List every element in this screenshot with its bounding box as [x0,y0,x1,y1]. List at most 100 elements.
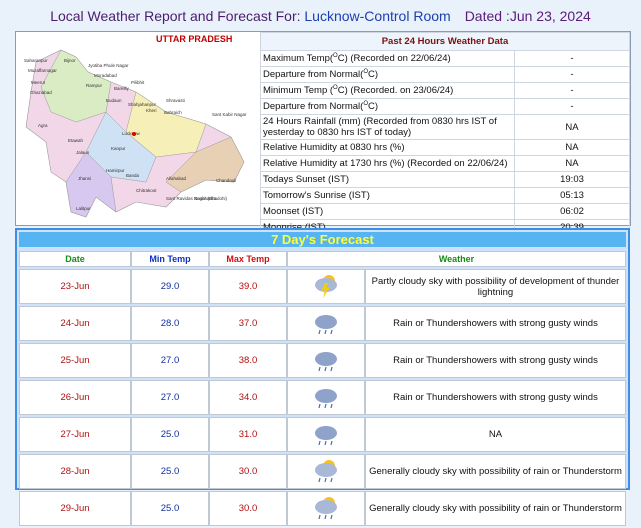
dated: Dated :Jun 23, 2024 [464,8,591,24]
past24-row: Moonset (IST) 06:02 [260,203,630,220]
label-text: Departure from Normal( [263,69,364,81]
date: 27-Jun [19,417,131,452]
map-place: Rampur [86,83,103,88]
label-sup: O [333,84,338,91]
map-place: Meerut [31,80,46,85]
past24-row: Tomorrow's Sunrise (IST) 05:13 [260,187,630,204]
weather-icon [315,275,337,298]
map-place: Jalaun [76,150,90,155]
map-place: Sonbhadra [194,196,217,201]
icon-cloud [315,352,337,366]
date: 23-Jun [19,269,131,304]
map-place: Shahjahanpur [128,102,157,107]
label-text: Departure from Normal( [263,101,364,113]
weather-icon [315,460,337,483]
forecast-box: 7 Day's Forecast Date Min Temp Max Temp … [15,228,630,526]
icon-cell [287,454,365,489]
icon-drop [324,440,327,446]
map-place: Jhansi [78,176,91,181]
past24-value: - [514,66,630,83]
past24-label: Tomorrow's Sunrise (IST) [260,187,515,204]
map-place: Banda [126,173,140,178]
map-place: Jyotiba Phule Nagar [88,63,129,68]
label-text: C) (Recorded. on 23/06/24) [337,85,454,97]
map-place: Kanpur [111,146,126,151]
max-temp: 34.0 [209,380,287,415]
header: Local Weather Report and Forecast For: L… [0,8,641,24]
icon-cell [287,343,365,378]
icon-cell [287,306,365,341]
map-place: Moradabad [94,73,117,78]
label-text: Todays Sunset (IST) [263,174,350,185]
icon-cell [287,491,365,526]
min-temp: 27.0 [131,343,209,378]
past24-value: - [514,50,630,67]
past24-row: Relative Humidity at 1730 hrs (%) (Recor… [260,155,630,172]
icon-cloud [315,315,337,329]
forecast-row: 29-Jun 25.0 30.0 Generally cloudy sky with … [19,491,626,526]
forecast-table: Date Min Temp Max Temp Weather 23-Jun 29.… [19,249,626,528]
past24-value: NA [514,139,630,156]
label-text: Moonset (IST) [263,206,324,217]
past24-label: 24 Hours Rainfall (mm) (Recorded from 08… [260,114,515,140]
map-title: UTTAR PRADESH [156,34,232,44]
weather: Partly cloudy sky with possibility of de… [365,269,626,304]
forecast-row: 24-Jun 28.0 37.0 Rain or Thundershowers wit… [19,306,626,341]
past24-label: Todays Sunset (IST) [260,171,515,188]
weather-icon [315,497,337,520]
icon-drop [318,403,321,409]
col-header: Max Temp [209,251,287,267]
label-text: C) [367,101,379,113]
icon-drop [324,403,327,409]
forecast-row: 28-Jun 25.0 30.0 Generally cloudy sky with … [19,454,626,489]
label-text: C) (Recorded on 22/06/24) [337,53,451,65]
past24-row: 24 Hours Rainfall (mm) (Recorded from 08… [260,114,630,140]
past24-value: 19:03 [514,171,630,188]
map-dot [132,132,136,136]
icon-drop [330,329,333,335]
min-temp: 27.0 [131,380,209,415]
past24-title: Past 24 Hours Weather Data [260,32,630,51]
past24-value: NA [514,114,630,140]
min-temp: 25.0 [131,417,209,452]
weather: Rain or Thundershowers with strong gusty… [365,343,626,378]
map-region [165,136,245,193]
past24-label: Relative Humidity at 1730 hrs (%) (Recor… [260,155,515,172]
forecast-title: 7 Day's Forecast [19,232,626,247]
max-temp: 39.0 [209,269,287,304]
forecast-row: 27-Jun 25.0 31.0 NA [19,417,626,452]
map-place: Lucknow [122,131,141,136]
past24-row: Minimum Temp (OC) (Recorded. on 23/06/24… [260,82,630,99]
label-text: Tomorrow's Sunrise (IST) [263,190,370,201]
page: Local Weather Report and Forecast For: L… [0,8,641,526]
weather-icon [315,426,337,446]
date: 26-Jun [19,380,131,415]
map: UTTAR PRADESH Saharanpur Muzaffarnagar Bij… [24,34,247,218]
map-place: Chitrakoot [136,188,157,193]
weather-icon [315,352,337,372]
past24-value: NA [514,155,630,172]
past24-table: Past 24 Hours Weather Data Maximum Temp(O… [260,32,630,236]
past24-label: Maximum Temp(OC) (Recorded on 22/06/24) [260,50,515,67]
icon-bolt [321,283,330,298]
icon-cell [287,417,365,452]
icon-drop [330,403,333,409]
icon-drop [324,329,327,335]
past24-label: Moonset (IST) [260,203,515,220]
max-temp: 31.0 [209,417,287,452]
icon-drop [318,514,321,520]
col-header: Weather [287,251,626,267]
label-text: Relative Humidity at 1730 hrs (%) (Recor… [263,158,508,169]
past24-row: Maximum Temp(OC) (Recorded on 22/06/24) - [260,50,630,67]
map-place: Sant Kabir Nagar [212,112,247,117]
map-place: Muzaffarnagar [28,68,57,73]
map-place: Allahabad [166,176,187,181]
past24-row: Departure from Normal(OC) - [260,98,630,115]
label-text: Minimum Temp ( [263,85,334,97]
label-sup: O [363,100,368,107]
map-place: Kheri [146,108,157,113]
icon-cloud [315,500,337,514]
map-region [65,151,117,218]
max-temp: 37.0 [209,306,287,341]
max-temp: 38.0 [209,343,287,378]
